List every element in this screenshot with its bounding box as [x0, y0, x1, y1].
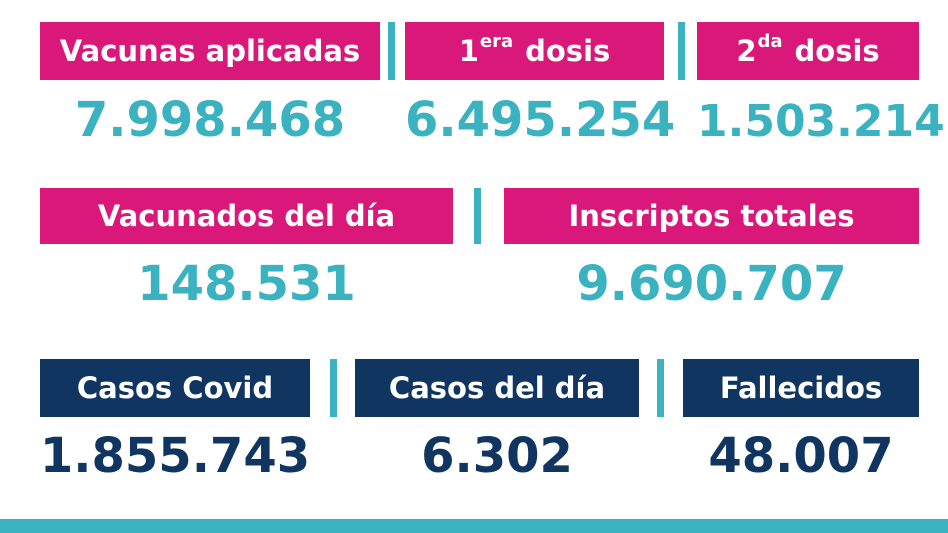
inscriptos-totales-value: 9.690.707: [576, 256, 847, 312]
casos-del-dia-value: 6.302: [421, 428, 573, 484]
fallecidos-label: Fallecidos: [683, 359, 919, 417]
vacunas-aplicadas-text: Vacunas aplicadas: [59, 34, 361, 68]
primera-dosis-word: dosis: [525, 34, 611, 68]
separator-4: [330, 359, 337, 417]
separator-3: [474, 188, 481, 244]
casos-covid-text: Casos Covid: [76, 371, 274, 405]
primera-dosis-number: 1: [458, 34, 479, 68]
primera-dosis-value: 6.495.254: [405, 92, 676, 148]
vacunados-del-dia-value: 148.531: [137, 256, 356, 312]
inscriptos-totales-text: Inscriptos totales: [568, 199, 855, 233]
primera-dosis-superscript: era: [479, 30, 514, 52]
inscriptos-totales-label: Inscriptos totales: [504, 188, 919, 244]
casos-del-dia-text: Casos del día: [388, 371, 606, 405]
vacunas-aplicadas-value: 7.998.468: [74, 92, 346, 148]
segunda-dosis-number: 2: [736, 34, 757, 68]
casos-del-dia-label: Casos del día: [355, 359, 639, 417]
casos-covid-value: 1.855.743: [39, 428, 311, 484]
separator-1: [388, 22, 395, 80]
vacunados-del-dia-text: Vacunados del día: [97, 199, 396, 233]
casos-covid-label: Casos Covid: [40, 359, 310, 417]
bottom-accent-bar: [0, 519, 948, 533]
vacunas-aplicadas-label: Vacunas aplicadas: [40, 22, 380, 80]
primera-dosis-label: 1 era dosis: [405, 22, 664, 80]
separator-5: [657, 359, 664, 417]
segunda-dosis-word: dosis: [794, 34, 880, 68]
fallecidos-value: 48.007: [708, 428, 894, 484]
fallecidos-text: Fallecidos: [719, 371, 883, 405]
segunda-dosis-label: 2 da dosis: [697, 22, 919, 80]
segunda-dosis-value: 1.503.214: [697, 96, 945, 147]
separator-2: [678, 22, 685, 80]
vacunados-del-dia-label: Vacunados del día: [40, 188, 453, 244]
segunda-dosis-superscript: da: [757, 30, 783, 52]
